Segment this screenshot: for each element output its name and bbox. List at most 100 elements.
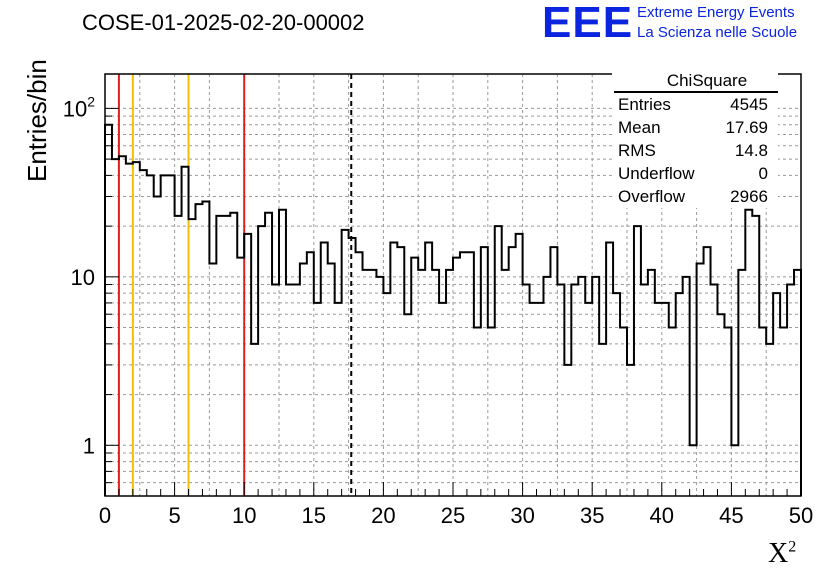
histogram-bin	[502, 270, 509, 496]
x-tick-label: 15	[302, 503, 326, 528]
histogram-bin	[787, 285, 794, 496]
histogram-bin	[286, 285, 293, 496]
histogram-bin	[738, 270, 745, 496]
x-axis-label-sup: 2	[788, 538, 797, 556]
histogram-bin	[641, 285, 648, 496]
histogram-bin	[397, 247, 404, 496]
histogram-bin	[328, 263, 335, 496]
histogram-bin	[432, 270, 439, 496]
histogram-bin	[613, 293, 620, 496]
histogram-bin	[481, 247, 488, 496]
eee-logo: EEE	[542, 0, 634, 47]
stats-label: RMS	[618, 141, 656, 160]
x-tick-label: 35	[580, 503, 604, 528]
histogram-bin	[140, 170, 147, 496]
histogram-bin	[265, 213, 272, 496]
histogram-bin	[390, 242, 397, 496]
histogram-bin	[537, 303, 544, 496]
histogram-bin	[244, 234, 251, 496]
histogram-bin	[404, 314, 411, 496]
histogram-bin	[216, 216, 223, 496]
y-tick-label: 1	[83, 433, 95, 458]
histogram-bin	[300, 263, 307, 496]
plot-title: COSE-01-2025-02-20-00002	[82, 10, 365, 35]
histogram-bin	[147, 175, 154, 496]
histogram-bin	[766, 344, 773, 496]
histogram-bin	[376, 277, 383, 496]
histogram-bin	[794, 270, 801, 496]
histogram-bin	[724, 328, 731, 496]
histogram-bin	[648, 270, 655, 496]
histogram-bin	[780, 328, 787, 496]
histogram-bin	[717, 314, 724, 496]
histogram-bin	[627, 365, 634, 496]
histogram-bin	[223, 216, 230, 496]
histogram-bin	[592, 277, 599, 496]
histogram-bin	[356, 252, 363, 496]
histogram-bin	[752, 216, 759, 496]
histogram-bin	[342, 230, 349, 496]
histogram-bin	[321, 242, 328, 496]
histogram-bin	[168, 175, 175, 496]
stats-label: Mean	[618, 118, 661, 137]
x-axis-label: X2	[768, 538, 796, 570]
y-tick-label: 102	[63, 93, 95, 121]
histogram-bin	[258, 226, 265, 496]
stats-label: Underflow	[618, 164, 695, 183]
histogram-bin	[105, 125, 112, 496]
logo-text-line1: Extreme Energy Events	[637, 4, 795, 21]
histogram-bin	[363, 270, 370, 496]
histogram-outline	[104, 123, 802, 496]
histogram-bin	[516, 234, 523, 496]
histogram-bin	[488, 328, 495, 496]
stats-value: 14.8	[735, 141, 768, 160]
histogram-bin	[335, 303, 342, 496]
histogram-bin	[697, 263, 704, 496]
histogram-bin	[683, 277, 690, 496]
histogram-bin	[467, 252, 474, 496]
histogram-bin	[307, 252, 314, 496]
histogram-bin	[209, 263, 216, 496]
stats-value: 0	[759, 164, 768, 183]
histogram-bin	[606, 242, 613, 496]
histogram-bin	[175, 216, 182, 496]
histogram-bin	[543, 277, 550, 496]
histogram-bin	[662, 303, 669, 496]
histogram-bin	[655, 303, 662, 496]
histogram-bin	[550, 247, 557, 496]
histogram-bin	[620, 328, 627, 496]
x-tick-label: 45	[719, 503, 743, 528]
histogram-bin	[230, 213, 237, 496]
histogram-bin	[439, 303, 446, 496]
histogram-bin	[383, 293, 390, 496]
histogram-bin	[676, 293, 683, 496]
histogram-bin	[182, 167, 189, 496]
histogram-bin	[369, 270, 376, 496]
histogram-bin	[251, 344, 258, 496]
histogram-bin	[585, 303, 592, 496]
histogram-bin	[564, 365, 571, 496]
histogram-bin	[453, 258, 460, 496]
histogram-bin	[293, 285, 300, 496]
histogram-bin	[411, 258, 418, 496]
x-tick-label: 25	[441, 503, 465, 528]
x-tick-label: 5	[168, 503, 180, 528]
histogram-bin	[279, 210, 286, 496]
stats-label: Overflow	[618, 187, 686, 206]
stats-value: 17.69	[725, 118, 768, 137]
histogram-bin	[349, 238, 356, 496]
histogram-bin	[495, 226, 502, 496]
histogram-bin	[314, 303, 321, 496]
histogram-bin	[425, 242, 432, 496]
histogram-bin	[711, 285, 718, 496]
stats-label: Entries	[618, 95, 671, 114]
histogram-bin	[460, 252, 467, 496]
histogram-bin	[161, 175, 168, 496]
histogram-bin	[745, 210, 752, 496]
histogram-bin	[523, 285, 530, 496]
x-tick-label: 50	[789, 503, 813, 528]
histogram-bin	[773, 293, 780, 496]
histogram-bin	[446, 270, 453, 496]
histogram-bin	[669, 328, 676, 496]
y-tick-label: 10	[71, 265, 95, 290]
